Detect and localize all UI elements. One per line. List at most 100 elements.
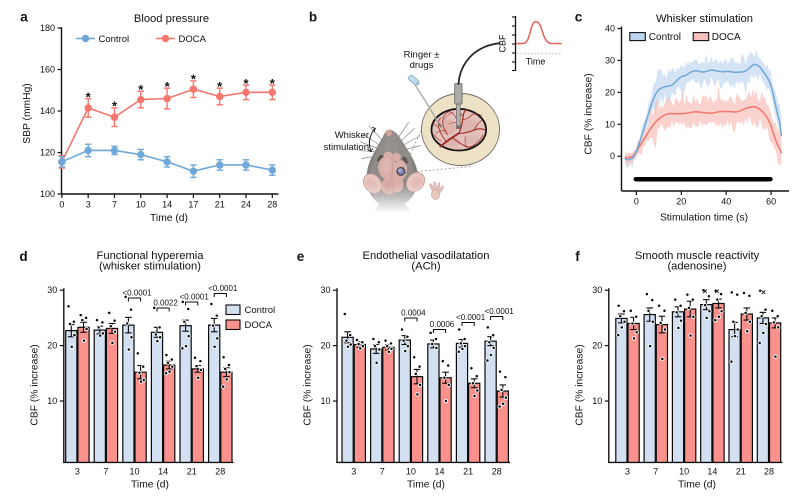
svg-text:0.0022: 0.0022 (153, 299, 178, 308)
svg-text:20: 20 (592, 341, 602, 351)
svg-text:(whisker stimulation): (whisker stimulation) (99, 260, 201, 272)
svg-text:Stimulation time (s): Stimulation time (s) (660, 213, 748, 224)
svg-text:×: × (715, 286, 720, 296)
svg-text:28: 28 (215, 467, 225, 477)
svg-text:*: * (138, 82, 144, 97)
svg-text:180: 180 (40, 23, 55, 33)
svg-text:×: × (761, 287, 766, 297)
svg-text:30: 30 (320, 285, 330, 295)
svg-text:*: * (243, 76, 249, 91)
svg-text:28: 28 (492, 467, 502, 477)
svg-text:Control: Control (245, 305, 276, 316)
svg-text:CBF (% increase): CBF (% increase) (574, 344, 585, 425)
svg-text:30: 30 (47, 285, 57, 295)
svg-text:Time (d): Time (d) (131, 480, 169, 491)
svg-text:17: 17 (188, 200, 198, 210)
svg-text:CBF (% increase): CBF (% increase) (29, 344, 40, 425)
svg-text:<0.0001: <0.0001 (456, 313, 486, 322)
svg-text:<0.0001: <0.0001 (180, 293, 210, 302)
svg-text:0.0004: 0.0004 (401, 309, 426, 318)
svg-text:21: 21 (187, 467, 197, 477)
svg-text:CBF: CBF (498, 34, 508, 53)
svg-text:0.0006: 0.0006 (430, 320, 455, 329)
svg-text:10: 10 (605, 119, 615, 129)
svg-text:*: * (270, 76, 276, 91)
svg-text:20: 20 (47, 341, 57, 351)
svg-text:10: 10 (136, 200, 146, 210)
svg-text:10: 10 (320, 396, 330, 406)
svg-text:40: 40 (721, 197, 731, 207)
svg-text:<0.0001: <0.0001 (485, 307, 515, 316)
svg-text:160: 160 (40, 65, 55, 75)
svg-text:14: 14 (434, 467, 444, 477)
svg-text:*: * (165, 79, 171, 94)
svg-text:*: * (86, 89, 92, 104)
svg-text:SBP (mmHg): SBP (mmHg) (22, 83, 33, 143)
svg-text:60: 60 (766, 197, 776, 207)
svg-text:Control: Control (649, 32, 681, 43)
svg-text:3: 3 (75, 467, 80, 477)
svg-text:*: * (112, 99, 118, 114)
svg-text:28: 28 (764, 467, 774, 477)
svg-text:<0.0001: <0.0001 (122, 289, 152, 298)
svg-text:DOCA: DOCA (179, 34, 207, 45)
svg-text:20: 20 (320, 341, 330, 351)
svg-text:Time: Time (526, 57, 546, 67)
svg-text:10: 10 (679, 467, 689, 477)
svg-text:Time (d): Time (d) (150, 213, 188, 224)
svg-text:Functional hyperemia: Functional hyperemia (97, 250, 205, 262)
svg-text:Whisker stimulation: Whisker stimulation (656, 13, 753, 25)
svg-text:CBF (% increase): CBF (% increase) (303, 344, 314, 425)
svg-text:10: 10 (129, 467, 139, 477)
svg-text:21: 21 (463, 467, 473, 477)
svg-text:20: 20 (605, 87, 615, 97)
svg-text:24: 24 (241, 200, 251, 210)
svg-text:a: a (20, 10, 28, 25)
svg-text:7: 7 (653, 467, 658, 477)
svg-text:7: 7 (112, 200, 117, 210)
svg-text:30: 30 (592, 285, 602, 295)
svg-text:3: 3 (625, 467, 630, 477)
svg-text:20: 20 (676, 197, 686, 207)
svg-text:0: 0 (634, 197, 639, 207)
svg-text:DOCA: DOCA (712, 32, 741, 43)
svg-text:Endothelial vasodilatation: Endothelial vasodilatation (363, 250, 490, 262)
svg-text:0: 0 (59, 200, 64, 210)
svg-text:<0.0001: <0.0001 (208, 284, 238, 293)
svg-text:14: 14 (162, 200, 172, 210)
svg-text:21: 21 (215, 200, 225, 210)
svg-text:*: * (217, 79, 223, 94)
svg-text:30: 30 (605, 55, 615, 65)
svg-text:Whisker: Whisker (335, 130, 369, 141)
svg-text:Time (d): Time (d) (678, 480, 716, 491)
svg-text:drugs: drugs (410, 60, 434, 71)
svg-text:*: * (191, 72, 197, 87)
svg-text:100: 100 (40, 189, 55, 199)
svg-text:stimulation: stimulation (324, 142, 369, 153)
svg-text:14: 14 (158, 467, 168, 477)
svg-text:28: 28 (267, 200, 277, 210)
svg-text:(ACh): (ACh) (411, 260, 440, 272)
svg-text:CBF (% increase): CBF (% increase) (584, 73, 595, 154)
svg-text:120: 120 (40, 148, 55, 158)
svg-text:DOCA: DOCA (245, 320, 273, 331)
svg-text:(adenosine): (adenosine) (667, 260, 726, 272)
svg-text:10: 10 (47, 396, 57, 406)
svg-text:c: c (575, 10, 583, 25)
svg-text:Smooth muscle reactivity: Smooth muscle reactivity (635, 250, 760, 262)
svg-text:×: × (703, 286, 708, 296)
svg-text:140: 140 (40, 106, 55, 116)
svg-text:14: 14 (707, 467, 717, 477)
svg-text:40: 40 (605, 24, 615, 34)
svg-text:0: 0 (610, 151, 615, 161)
svg-text:Control: Control (99, 34, 130, 45)
svg-text:Ringer ±: Ringer ± (404, 50, 440, 61)
svg-text:e: e (297, 249, 305, 264)
svg-text:21: 21 (736, 467, 746, 477)
svg-text:f: f (575, 249, 580, 264)
svg-text:3: 3 (86, 200, 91, 210)
svg-text:7: 7 (380, 467, 385, 477)
svg-text:10: 10 (406, 467, 416, 477)
svg-text:10: 10 (592, 396, 602, 406)
svg-text:7: 7 (103, 467, 108, 477)
